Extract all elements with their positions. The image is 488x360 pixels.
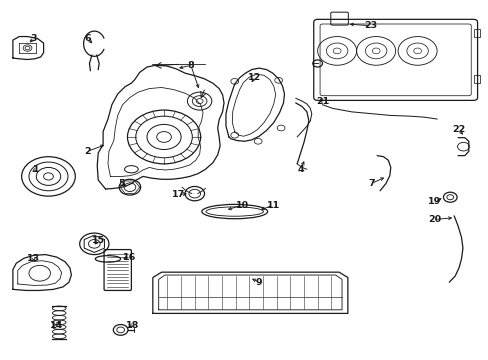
Text: 3: 3 [31, 34, 37, 43]
Text: 20: 20 [427, 215, 440, 224]
Text: 12: 12 [247, 73, 260, 82]
Text: 13: 13 [27, 255, 41, 264]
Text: 21: 21 [315, 96, 328, 105]
Text: 2: 2 [84, 147, 91, 156]
Text: 1: 1 [32, 165, 39, 174]
Text: 17: 17 [172, 190, 185, 199]
Text: 16: 16 [123, 253, 136, 262]
Text: 22: 22 [451, 125, 465, 134]
Text: 23: 23 [364, 21, 377, 30]
Text: 18: 18 [125, 321, 139, 330]
Text: 11: 11 [266, 201, 280, 210]
Text: 10: 10 [235, 201, 248, 210]
Text: 9: 9 [255, 278, 262, 287]
Text: 4: 4 [297, 165, 303, 174]
Text: 14: 14 [50, 321, 63, 330]
Text: 15: 15 [91, 237, 104, 246]
Text: 19: 19 [427, 197, 440, 206]
Bar [473, 29, 479, 37]
Text: 5: 5 [118, 179, 124, 188]
Text: 8: 8 [187, 61, 194, 70]
Text: 7: 7 [367, 179, 374, 188]
Text: 6: 6 [84, 34, 91, 43]
Bar [473, 75, 479, 83]
